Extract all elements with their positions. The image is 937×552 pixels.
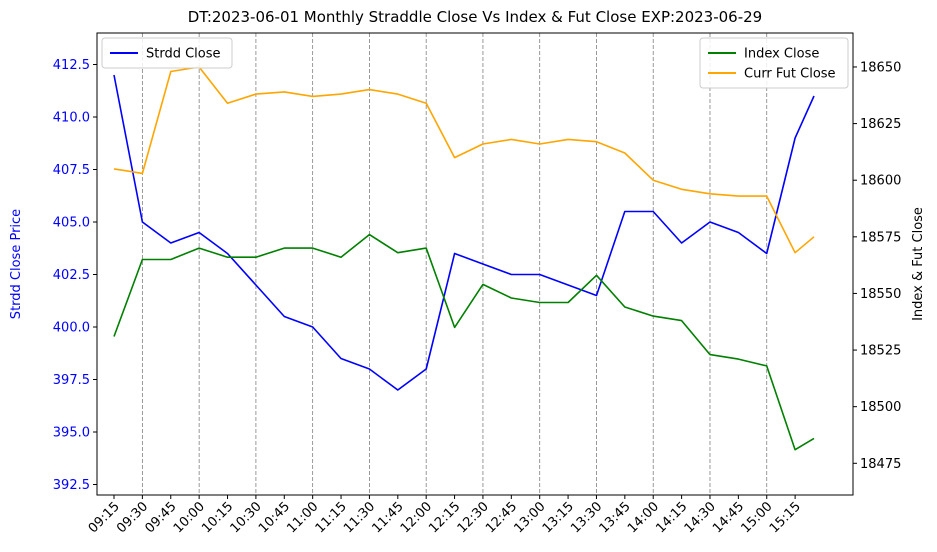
y2-tick-label: 18575 (860, 230, 901, 245)
chart-title: DT:2023-06-01 Monthly Straddle Close Vs … (188, 8, 762, 26)
legend-label: Strdd Close (146, 47, 221, 62)
y-axis-left-label: Strdd Close Price (9, 209, 24, 319)
y1-tick-label: 412.5 (53, 58, 90, 73)
y2-tick-label: 18600 (860, 174, 901, 189)
y1-tick-label: 397.5 (53, 373, 90, 388)
legend-left: Strdd Close (101, 37, 233, 69)
y2-tick-label: 18500 (860, 400, 901, 415)
y1-tick-label: 400.0 (53, 321, 90, 336)
y1-tick-label: 405.0 (53, 216, 90, 231)
y1-tick-label: 395.0 (53, 426, 90, 441)
y-axis-left: 392.5 395.0 397.5 400.0 402.5 405.0 407.5 410.0… (53, 58, 97, 493)
legend-right: Index Close Curr Fut Close (699, 37, 849, 89)
y2-tick-label: 18625 (860, 117, 901, 132)
y2-tick-label: 18525 (860, 344, 901, 359)
legend-label: Index Close (744, 47, 819, 62)
series-lines (113, 66, 815, 451)
grid-lines (141, 33, 768, 495)
y1-tick-label: 392.5 (53, 478, 90, 493)
y1-tick-label: 402.5 (53, 268, 90, 283)
series-line-0 (113, 74, 815, 391)
series-line-1 (113, 233, 815, 451)
legend-box (101, 37, 233, 69)
y2-tick-label: 18650 (860, 60, 901, 75)
y1-tick-label: 410.0 (53, 111, 90, 126)
y-axis-right-label: Index & Fut Close (911, 207, 926, 321)
legend-label: Curr Fut Close (744, 67, 836, 82)
y-axis-right: 18475 18500 18525 18550 18575 18600 18625 18650 (853, 60, 901, 472)
legend-box (699, 37, 849, 89)
y1-tick-label: 407.5 (53, 163, 90, 178)
y2-tick-label: 18475 (860, 457, 901, 472)
plot-frame (96, 32, 854, 496)
series-line-2 (113, 66, 815, 254)
y2-tick-label: 18550 (860, 287, 901, 302)
